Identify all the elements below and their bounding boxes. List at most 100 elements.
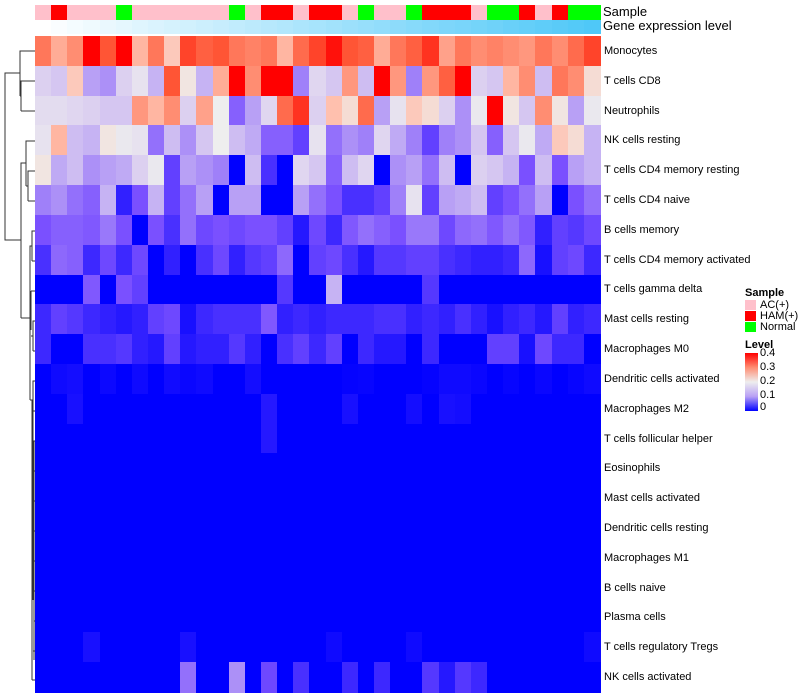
heatmap-cell xyxy=(406,334,424,365)
heatmap-cell xyxy=(438,513,456,544)
heatmap-cell xyxy=(67,364,85,395)
heatmap-cell xyxy=(99,572,117,604)
heatmap-cell xyxy=(228,244,246,276)
heatmap-cell xyxy=(438,155,456,186)
heatmap-cell xyxy=(148,393,165,425)
heatmap-cell xyxy=(438,214,456,246)
heatmap-cell xyxy=(277,393,294,425)
heatmap-cell xyxy=(293,483,311,514)
heatmap-cell xyxy=(67,65,85,97)
heatmap-cell xyxy=(374,125,391,156)
heatmap-cell xyxy=(164,572,181,604)
heatmap-cell xyxy=(551,662,569,693)
heatmap-cell xyxy=(83,334,101,365)
sample-annotation-label: Sample xyxy=(603,4,648,19)
heatmap-cell xyxy=(454,155,472,186)
heatmap-cell xyxy=(357,542,375,574)
heatmap-cell xyxy=(67,274,85,305)
heatmap-cell xyxy=(244,214,262,246)
heatmap-cell xyxy=(148,334,165,365)
heatmap-cell xyxy=(67,662,85,693)
heatmap-cell xyxy=(454,36,472,67)
heatmap-cell xyxy=(261,334,278,365)
heatmap-cell xyxy=(309,662,327,693)
heatmap-cell xyxy=(83,65,101,97)
heatmap-cell xyxy=(325,125,343,156)
heatmap-cell xyxy=(164,95,181,127)
heatmap-cell xyxy=(406,542,424,574)
heatmap-cell xyxy=(99,334,117,365)
heatmap-cell xyxy=(261,393,278,425)
sample-annotation-cell xyxy=(357,5,375,20)
heatmap-cell xyxy=(51,334,68,365)
heatmap-cell xyxy=(51,602,68,633)
heatmap-cell xyxy=(357,513,375,544)
heatmap-cell xyxy=(293,274,311,305)
heatmap-cell xyxy=(131,36,149,67)
heatmap-cell xyxy=(51,453,68,484)
heatmap-cell xyxy=(341,364,359,395)
heatmap-cell xyxy=(325,36,343,67)
level-color-bar xyxy=(745,353,758,411)
heatmap-cell xyxy=(406,244,424,276)
heatmap-cell xyxy=(131,125,149,156)
heatmap-cell xyxy=(277,662,294,693)
heatmap-cell xyxy=(454,364,472,395)
heatmap-cell xyxy=(325,393,343,425)
heatmap-cell xyxy=(406,304,424,335)
heatmap-cell xyxy=(454,214,472,246)
heatmap-cell xyxy=(503,185,520,216)
sample-annotation-cell xyxy=(83,5,101,20)
heatmap-cell xyxy=(148,185,165,216)
heatmap-cell xyxy=(261,274,278,305)
heatmap-cell xyxy=(131,244,149,276)
heatmap-cell xyxy=(244,125,262,156)
heatmap-cell xyxy=(180,393,198,425)
heatmap-cell xyxy=(567,334,585,365)
heatmap-cell xyxy=(35,572,52,604)
heatmap-cell xyxy=(583,602,601,633)
heatmap-cell xyxy=(519,632,537,663)
heatmap-cell xyxy=(567,36,585,67)
heatmap-cell xyxy=(35,155,52,186)
heatmap-cell xyxy=(583,95,601,127)
sample-annotation-cell xyxy=(309,5,327,20)
heatmap-cell xyxy=(83,602,101,633)
heatmap-cell xyxy=(422,334,440,365)
heatmap-cell xyxy=(341,423,359,455)
heatmap-cell xyxy=(51,36,68,67)
heatmap-cell xyxy=(148,483,165,514)
gene-expression-cell xyxy=(487,20,504,34)
gene-expression-cell xyxy=(390,20,407,34)
heatmap-cell xyxy=(293,125,311,156)
heatmap-cell xyxy=(164,453,181,484)
heatmap-cell xyxy=(83,304,101,335)
heatmap-cell xyxy=(551,155,569,186)
heatmap-cell xyxy=(390,602,407,633)
heatmap-cell xyxy=(551,572,569,604)
heatmap-cell xyxy=(212,95,230,127)
sample-annotation-cell xyxy=(277,5,294,20)
heatmap-cell xyxy=(261,483,278,514)
heatmap-cell xyxy=(99,632,117,663)
sample-annotation-cell xyxy=(293,5,311,20)
heatmap-cell xyxy=(470,185,488,216)
heatmap-cell xyxy=(535,393,553,425)
heatmap-cell xyxy=(374,304,391,335)
heatmap-cell xyxy=(309,65,327,97)
heatmap-cell xyxy=(503,542,520,574)
gene-expression-cell xyxy=(470,20,488,34)
heatmap-cell xyxy=(470,542,488,574)
ac-swatch xyxy=(745,299,756,310)
heatmap-cell xyxy=(148,662,165,693)
heatmap-cell xyxy=(180,95,198,127)
heatmap-cell xyxy=(583,632,601,663)
heatmap-cell xyxy=(261,602,278,633)
gene-expression-cell xyxy=(51,20,68,34)
heatmap-cell xyxy=(390,513,407,544)
heatmap-cell xyxy=(374,513,391,544)
heatmap-cell xyxy=(341,304,359,335)
heatmap-cell xyxy=(487,602,504,633)
heatmap-cell xyxy=(325,274,343,305)
heatmap-cell xyxy=(503,36,520,67)
